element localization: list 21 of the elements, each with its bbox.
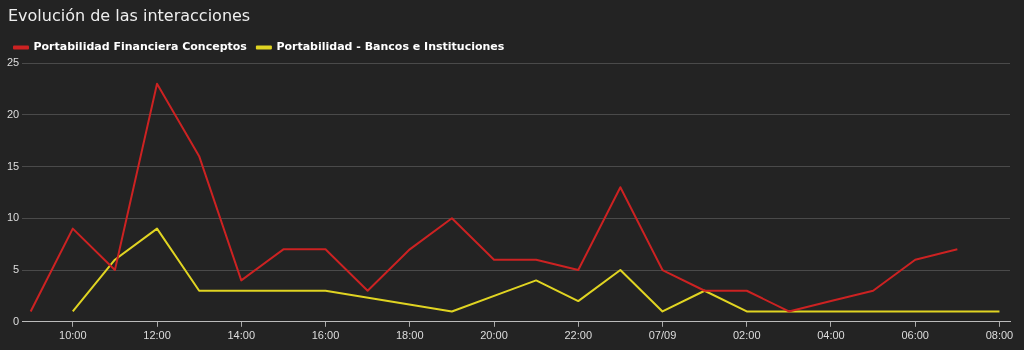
x-tick-label: 20:00 bbox=[480, 329, 508, 342]
y-tick-label: 0 bbox=[13, 314, 20, 327]
x-tick-label: 10:00 bbox=[59, 329, 87, 342]
y-tick-label: 20 bbox=[6, 107, 20, 120]
y-tick-label: 5 bbox=[13, 263, 20, 276]
y-tick-label: 10 bbox=[6, 211, 20, 224]
y-tick-label: 25 bbox=[6, 56, 20, 69]
chart-title: Evolución de las interacciones bbox=[7, 5, 252, 27]
legend-label: Portabilidad - Bancos e Instituciones bbox=[276, 40, 505, 54]
x-tick-label: 14:00 bbox=[227, 329, 256, 342]
y-tick-label: 15 bbox=[6, 159, 20, 172]
x-tick-label: 16:00 bbox=[311, 329, 340, 342]
x-tick-label: 08:00 bbox=[985, 329, 1014, 342]
x-tick-label: 06:00 bbox=[901, 329, 929, 342]
x-tick-label: 02:00 bbox=[732, 329, 761, 342]
legend-label: Portabilidad Financiera Conceptos bbox=[33, 40, 248, 54]
x-tick-label: 18:00 bbox=[395, 329, 424, 342]
x-tick-label: 04:00 bbox=[817, 329, 845, 342]
x-tick-label: 22:00 bbox=[564, 329, 593, 342]
x-tick-label: 07/09 bbox=[648, 329, 677, 342]
x-tick-label: 12:00 bbox=[143, 329, 171, 342]
